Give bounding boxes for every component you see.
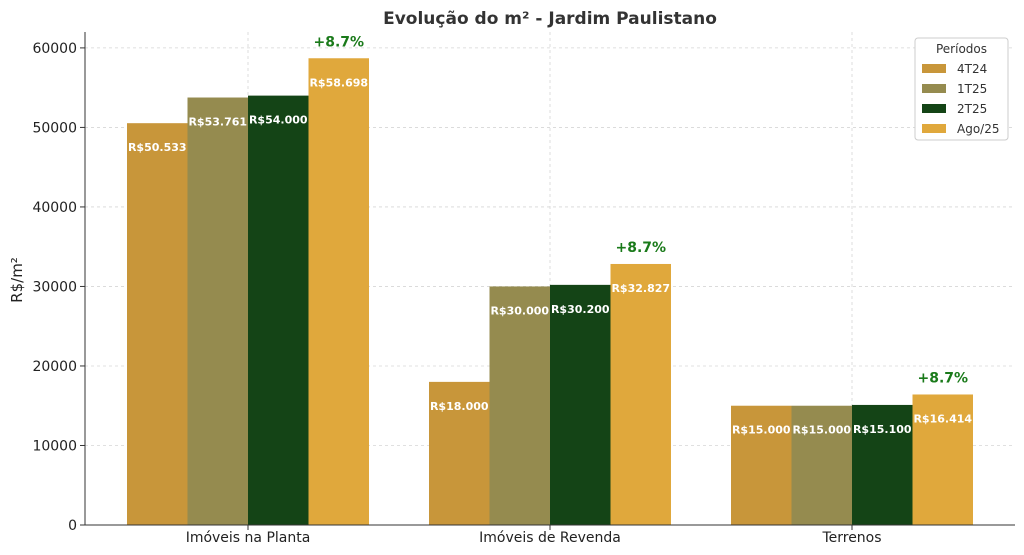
legend-swatch <box>922 84 946 93</box>
bar-value-label: R$53.761 <box>188 116 247 129</box>
bar <box>429 381 490 525</box>
y-tick-label: 40000 <box>32 200 77 216</box>
bar-value-label: R$15.000 <box>792 424 851 437</box>
legend: Períodos 4T24 1T25 2T25 Ago/25 <box>914 37 1009 141</box>
legend-label: Ago/25 <box>957 122 999 136</box>
bar-value-label: R$32.827 <box>611 282 670 295</box>
growth-annotation: +8.7% <box>313 34 364 50</box>
bar-value-label: R$54.000 <box>249 114 308 127</box>
bar-value-label: R$58.698 <box>309 76 368 89</box>
bar-value-label: R$18.000 <box>430 400 489 413</box>
y-tick-label: 60000 <box>32 41 77 57</box>
bar <box>248 95 309 525</box>
bar <box>610 263 671 525</box>
legend-swatch <box>922 124 946 133</box>
bar-value-label: R$16.414 <box>913 412 972 425</box>
bar-value-label: R$15.100 <box>853 423 912 436</box>
bar-value-label: R$15.000 <box>732 424 791 437</box>
y-tick-label: 20000 <box>32 359 77 375</box>
bar-value-label: R$30.200 <box>551 303 610 316</box>
legend-swatch <box>922 64 946 73</box>
axes: 0 10000 20000 30000 40000 50000 60000 Imóveis n… <box>32 32 1015 546</box>
y-tick-label: 0 <box>68 518 77 534</box>
bar <box>127 123 188 525</box>
bar <box>791 405 852 525</box>
bar <box>308 58 369 525</box>
bar <box>731 405 792 525</box>
growth-annotation: +8.7% <box>917 370 968 386</box>
legend-label: 4T24 <box>957 62 987 76</box>
legend-label: 2T25 <box>957 102 987 116</box>
y-tick-label: 50000 <box>32 120 77 136</box>
x-tick-label: Imóveis de Revenda <box>479 530 621 546</box>
bar <box>489 286 550 525</box>
y-axis-label: R$/m² <box>8 257 26 303</box>
bar-value-label: R$50.533 <box>128 141 187 154</box>
bar <box>187 97 248 525</box>
bar <box>550 284 611 525</box>
bar <box>852 404 913 525</box>
bar-value-label: R$30.000 <box>490 304 549 317</box>
legend-box <box>914 37 1009 141</box>
x-tick-label: Imóveis na Planta <box>186 530 311 546</box>
x-tick-label: Terrenos <box>821 530 881 546</box>
legend-title: Períodos <box>936 42 987 56</box>
growth-annotation: +8.7% <box>615 240 666 256</box>
legend-label: 1T25 <box>957 82 987 96</box>
legend-swatch <box>922 104 946 113</box>
bar <box>912 394 973 525</box>
y-tick-label: 30000 <box>32 279 77 295</box>
y-tick-label: 10000 <box>32 438 77 454</box>
chart-title: Evolução do m² - Jardim Paulistano <box>383 9 717 29</box>
